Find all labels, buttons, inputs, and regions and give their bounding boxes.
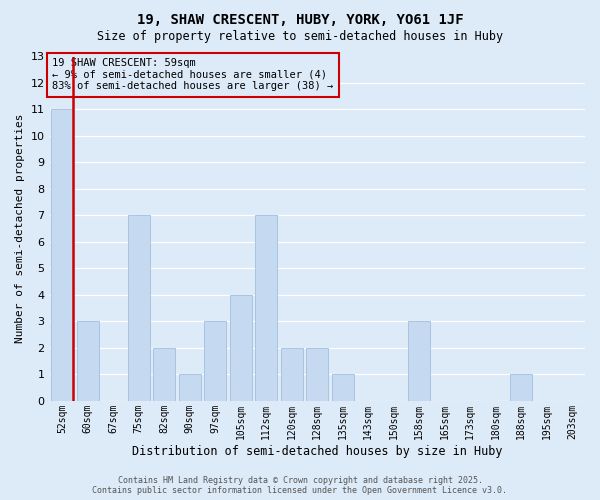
Bar bbox=[128, 216, 149, 401]
Bar bbox=[52, 110, 73, 401]
Bar bbox=[281, 348, 302, 401]
Bar bbox=[511, 374, 532, 401]
Bar bbox=[179, 374, 200, 401]
Bar bbox=[307, 348, 328, 401]
Bar bbox=[230, 295, 251, 401]
Text: Contains public sector information licensed under the Open Government Licence v3: Contains public sector information licen… bbox=[92, 486, 508, 495]
Bar bbox=[205, 322, 226, 401]
Y-axis label: Number of semi-detached properties: Number of semi-detached properties bbox=[15, 114, 25, 344]
Text: 19, SHAW CRESCENT, HUBY, YORK, YO61 1JF: 19, SHAW CRESCENT, HUBY, YORK, YO61 1JF bbox=[137, 12, 463, 26]
Bar bbox=[256, 216, 277, 401]
X-axis label: Distribution of semi-detached houses by size in Huby: Distribution of semi-detached houses by … bbox=[132, 444, 503, 458]
Text: 19 SHAW CRESCENT: 59sqm
← 9% of semi-detached houses are smaller (4)
83% of semi: 19 SHAW CRESCENT: 59sqm ← 9% of semi-det… bbox=[52, 58, 334, 92]
Bar bbox=[409, 322, 430, 401]
Bar bbox=[77, 322, 98, 401]
Bar bbox=[332, 374, 353, 401]
Text: Contains HM Land Registry data © Crown copyright and database right 2025.: Contains HM Land Registry data © Crown c… bbox=[118, 476, 482, 485]
Bar bbox=[154, 348, 175, 401]
Text: Size of property relative to semi-detached houses in Huby: Size of property relative to semi-detach… bbox=[97, 30, 503, 43]
